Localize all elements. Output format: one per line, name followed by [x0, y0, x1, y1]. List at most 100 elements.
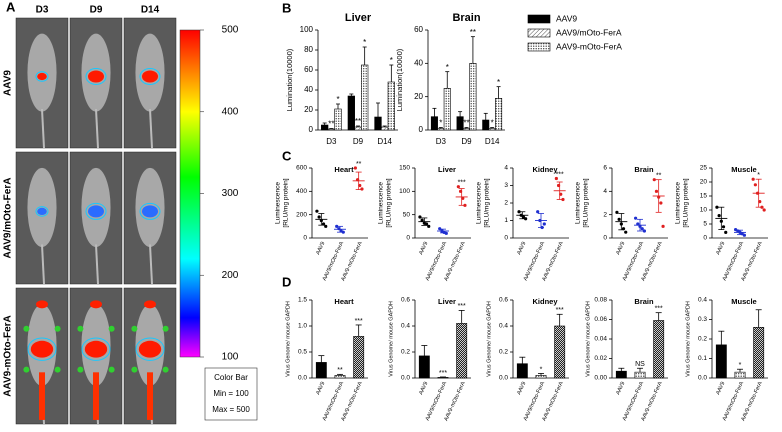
data-point — [427, 224, 431, 228]
data-point — [753, 183, 757, 187]
color-bar-min: Min = 100 — [213, 389, 249, 398]
y-tick-label: 0 — [419, 125, 424, 134]
significance: ** — [356, 161, 362, 168]
chart-title: Liver — [345, 12, 372, 24]
signal — [27, 337, 57, 361]
signal — [162, 366, 169, 373]
signal — [142, 205, 158, 218]
data-point — [353, 166, 357, 170]
color-bar-tick-label: 500 — [222, 25, 239, 36]
chart-title: Liver — [438, 165, 456, 174]
data-point — [617, 217, 621, 221]
data-point — [456, 185, 460, 189]
mouse-tail — [41, 244, 45, 285]
color-bar-max: Max = 500 — [212, 405, 250, 414]
y-tick-label: 6 — [603, 165, 607, 172]
signal — [147, 372, 153, 420]
data-point — [615, 210, 619, 214]
y-axis-label: Virus Genome/ mouse GAPDH — [585, 301, 591, 377]
x-tick-label: AAV9-mOto-FerA — [340, 241, 364, 283]
y-tick-label: 0.4 — [499, 323, 508, 330]
y-tick-label: 0.0 — [499, 375, 508, 382]
data-point — [762, 208, 766, 212]
y-axis-label: [RLU/mg protein] — [583, 178, 590, 227]
y-tick-label: 0 — [603, 235, 607, 242]
bar — [554, 325, 566, 379]
significance: * — [757, 172, 760, 179]
significance: * — [446, 63, 449, 72]
row-label: AAV9 — [3, 70, 14, 96]
signal — [108, 325, 115, 332]
x-tick-label: AAV9-mOto-FerA — [340, 381, 364, 423]
signal — [30, 340, 54, 358]
x-tick-label: AAV9-mOto-FerA — [740, 241, 764, 283]
data-point — [360, 187, 364, 191]
y-tick-label: 0.0 — [298, 375, 307, 382]
legend-label: AAV9/mOto-FerA — [556, 27, 622, 37]
y-tick-label: 20 — [700, 179, 708, 186]
data-point — [341, 230, 345, 234]
bar — [753, 326, 765, 379]
y-tick-label: 0 — [309, 125, 314, 134]
bar — [456, 323, 468, 379]
signal — [77, 366, 84, 373]
signal — [35, 71, 49, 82]
mouse-tail — [149, 244, 153, 285]
significance: *** — [458, 180, 466, 187]
color-bar-tick-label: 100 — [222, 352, 239, 363]
y-tick-label: 0.1 — [698, 355, 707, 362]
data-point — [624, 230, 628, 234]
data-point — [659, 201, 663, 205]
y-tick-label: 20 — [414, 92, 423, 101]
signal — [85, 68, 107, 85]
y-tick-label: 0.0 — [401, 375, 410, 382]
chart-title: Liver — [438, 297, 456, 306]
y-axis-label: [RLU/mg protein] — [283, 178, 290, 227]
y-tick-label: 0.02 — [594, 355, 607, 362]
data-point — [444, 231, 448, 235]
significance: * — [497, 78, 500, 87]
signal — [162, 325, 169, 332]
bar — [469, 63, 477, 131]
y-tick-label: 0.4 — [401, 323, 410, 330]
y-tick-label: 80 — [304, 45, 313, 54]
chart-title: Kidney — [532, 165, 558, 174]
signal — [81, 337, 111, 361]
y-tick-label: 0 — [504, 235, 508, 242]
y-tick-label: 0.2 — [401, 349, 410, 356]
color-bar-title: Color Bar — [214, 373, 248, 382]
data-point — [640, 227, 644, 231]
color-bar-tick-label: 200 — [222, 270, 239, 281]
x-tick-label: AAV9 — [516, 381, 527, 396]
y-axis-label: Luminescence — [476, 182, 483, 224]
significance: *** — [458, 303, 466, 310]
y-tick-label: 0.06 — [594, 316, 607, 323]
bar — [334, 375, 346, 379]
y-axis-label: Luminescence — [378, 182, 385, 224]
y-tick-label: 20 — [304, 105, 313, 114]
significance: * — [540, 366, 543, 373]
y-tick-label: 5 — [703, 221, 707, 228]
y-tick-label: 0.3 — [698, 316, 707, 323]
bar — [634, 371, 646, 379]
chart-title: Brain — [452, 12, 480, 24]
signal — [84, 340, 108, 358]
x-tick-label: D14 — [377, 137, 392, 146]
significance: ** — [355, 117, 361, 126]
y-tick-label: 3 — [504, 182, 508, 189]
y-tick-label: 0.6 — [401, 297, 410, 304]
bar — [535, 375, 547, 379]
x-tick-label: AAV9 — [615, 381, 626, 396]
y-tick-label: 400 — [296, 188, 307, 195]
data-point — [324, 224, 328, 228]
significance: * — [491, 119, 494, 128]
y-tick-label: 40 — [414, 58, 423, 67]
bar — [353, 336, 365, 379]
signal — [36, 300, 48, 309]
bar — [361, 64, 369, 131]
x-tick-label: AAV9-mOto-FerA — [640, 381, 664, 423]
signal — [135, 337, 165, 361]
bar — [381, 126, 389, 131]
y-tick-label: 0 — [303, 235, 307, 242]
